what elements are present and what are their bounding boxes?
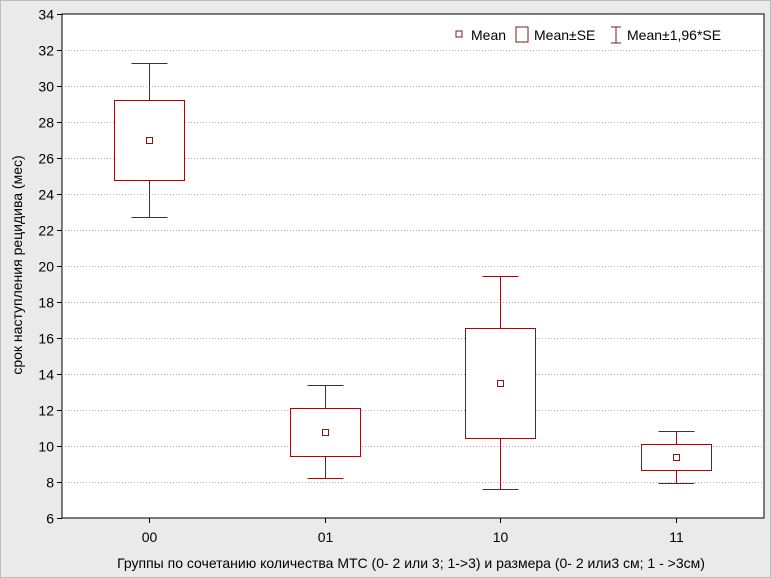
y-tick-label: 32 [38,43,54,59]
y-tick-label: 6 [46,511,54,527]
box-group-00 [114,63,185,218]
y-axis-title: срок наступления рецидива (мес) [9,155,25,374]
y-tick-label: 10 [38,439,54,455]
y-tick-label: 30 [38,79,54,95]
y-tick-label: 22 [38,223,54,239]
legend-item-mean: Mean [455,27,506,43]
y-tick-label: 20 [38,259,54,275]
grid-layer [62,50,764,483]
x-tick-label: 01 [318,529,334,545]
mean-marker [673,454,680,461]
axis-layer: 6 8 10 12 14 16 18 20 22 24 26 28 30 32 34 00 01 10 11 [38,7,684,546]
mean-marker [497,380,504,387]
box-layer [114,63,712,490]
mean-marker [322,429,329,436]
y-tick-label: 34 [38,7,54,23]
x-tick-label: 11 [669,529,684,545]
x-tick-label: 10 [493,529,509,545]
y-tick-label: 24 [38,187,54,203]
y-tick-label: 16 [38,331,54,347]
legend-mean-symbol [455,30,463,38]
y-tick-label: 8 [46,475,54,491]
legend: Mean Mean±SE Mean±1,96*SE [455,26,721,44]
x-tick-label: 00 [142,529,158,545]
y-tick-label: 18 [38,295,54,311]
legend-mean-label: Mean [471,27,506,43]
box-group-10 [465,276,536,490]
mean-marker [146,137,153,144]
box-group-11 [641,431,712,484]
legend-se-symbol [515,26,529,43]
legend-ci-label: Mean±1,96*SE [627,27,721,43]
legend-se-label: Mean±SE [534,27,595,43]
y-tick-label: 14 [38,367,54,383]
y-tick-label: 28 [38,115,54,131]
legend-ci-symbol [611,26,621,44]
box-group-01 [290,385,361,479]
legend-item-ci: Mean±1,96*SE [611,26,721,44]
y-tick-label: 26 [38,151,54,167]
x-axis-title: Группы по сочетанию количества МТС (0- 2… [117,555,705,571]
y-tick-label: 12 [38,403,54,419]
legend-item-se: Mean±SE [515,26,595,43]
